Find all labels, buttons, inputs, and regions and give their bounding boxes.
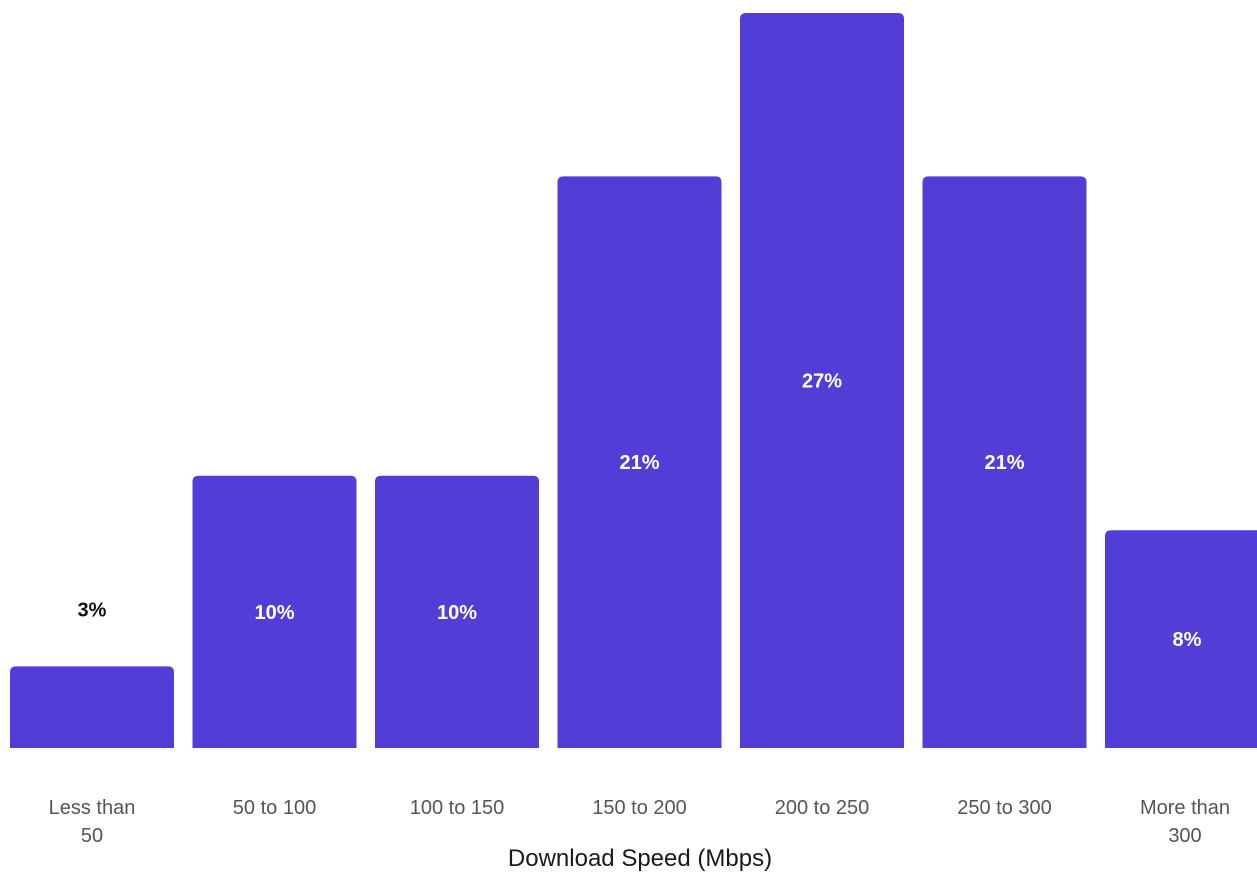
x-tick-label: 200 to 250 — [775, 797, 870, 819]
x-tick-label: 300 — [1168, 825, 1201, 847]
data-labels-group: 3% 10% 10% 21% 27% 21% 8% — [78, 371, 1202, 652]
data-label: 8% — [1173, 629, 1202, 651]
x-tick-label: 50 — [81, 825, 103, 847]
data-label: 21% — [619, 452, 659, 474]
x-tick-label: 100 to 150 — [410, 797, 505, 819]
bar — [375, 475, 539, 748]
x-tick-label: 50 to 100 — [233, 797, 316, 819]
x-tick-label: More than — [1140, 797, 1230, 819]
x-tick-labels-group: Less than 50 50 to 100 100 to 150 150 to 200… — [49, 797, 1230, 847]
data-label: 27% — [802, 371, 842, 393]
data-label: 21% — [984, 452, 1024, 474]
bar — [10, 666, 174, 748]
bar — [1105, 530, 1257, 748]
data-label: 10% — [254, 602, 294, 624]
bars-group — [10, 13, 1257, 749]
bar — [557, 176, 722, 749]
x-axis-title: Download Speed (Mbps) — [508, 845, 772, 872]
x-tick-label: 250 to 300 — [957, 797, 1052, 819]
data-label: 10% — [437, 602, 477, 624]
data-label: 3% — [78, 599, 107, 621]
bar — [922, 176, 1087, 749]
bar — [192, 475, 357, 748]
bar — [740, 13, 904, 748]
x-tick-label: Less than — [49, 797, 136, 819]
x-tick-label: 150 to 200 — [592, 797, 687, 819]
